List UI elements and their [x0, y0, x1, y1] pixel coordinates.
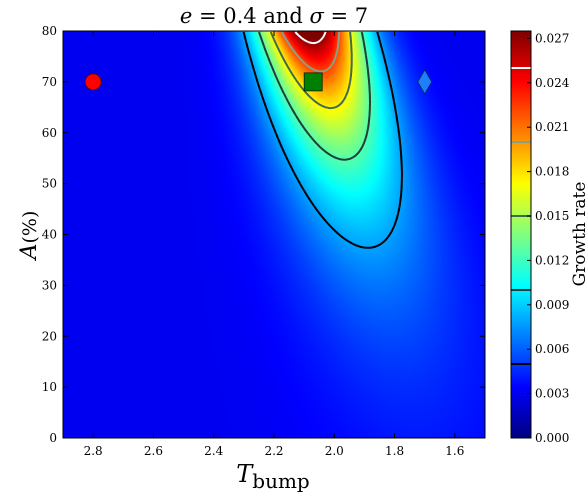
- contour-line: [258, 31, 371, 161]
- marker-diamond: [417, 69, 433, 95]
- title-e-symbol: e: [180, 4, 192, 28]
- colorbar-ticks: 0.000 0.003 0.006 0.009 0.012 0.015 0.018 0.021…: [527, 31, 570, 445]
- title-eq2: = 7: [324, 4, 368, 28]
- y-tick-label: 50: [42, 177, 57, 191]
- x-tick-label: 2.8: [84, 444, 103, 458]
- contour-line: [294, 31, 327, 45]
- x-axis: 2.8 2.6 2.4 2.2 2.0 1.8 1.6: [84, 31, 464, 458]
- colorbar-tick-label: 0.021: [535, 120, 569, 134]
- x-tick-label: 2.6: [144, 444, 163, 458]
- y-tick-label: 60: [42, 126, 57, 140]
- title-eq1: = 0.4 and: [192, 4, 309, 28]
- y-axis: 0 10 20 30 40 50 60 70 80: [42, 24, 485, 445]
- y-tick-label: 40: [42, 228, 57, 242]
- contour-layer: [242, 31, 403, 249]
- colorbar-tick-label: 0.006: [535, 342, 569, 356]
- y-tick-label: 20: [42, 329, 57, 343]
- x-tick-label: 2.4: [204, 444, 223, 458]
- marker-square: [303, 72, 323, 92]
- plot-area: [63, 31, 485, 438]
- colorbar-frame: [510, 30, 532, 439]
- chart-title: e = 0.4 and σ = 7: [180, 4, 368, 28]
- x-tick-label: 1.8: [385, 444, 404, 458]
- x-axis-label-main: T: [236, 460, 254, 488]
- colorbar-label: Growth rate: [570, 182, 588, 287]
- colorbar-tick-label: 0.024: [535, 76, 570, 90]
- x-tick-label: 2.0: [325, 444, 344, 458]
- colorbar-tick-label: 0.027: [535, 31, 569, 45]
- y-axis-label: A(%): [17, 211, 42, 262]
- heatmap-image: [63, 31, 485, 438]
- y-tick-label: 80: [42, 24, 57, 38]
- x-axis-label-sub: bump: [252, 469, 309, 493]
- contour-line: [280, 31, 340, 73]
- title-sigma-symbol: σ: [309, 4, 324, 28]
- y-tick-label: 70: [42, 75, 57, 89]
- y-axis-label-main: A: [17, 244, 42, 262]
- colorbar-tick-label: 0.015: [535, 209, 569, 223]
- x-axis-label: Tbump: [236, 460, 309, 493]
- colorbar-tick-label: 0.000: [535, 431, 569, 445]
- colorbar-gradient: [511, 31, 531, 438]
- marker-circle: [84, 73, 102, 91]
- y-axis-label-unit: (%): [19, 211, 41, 244]
- x-tick-label: 2.2: [264, 444, 283, 458]
- y-tick-label: 10: [42, 380, 57, 394]
- markers-layer: [84, 69, 433, 95]
- colorbar-tick-label: 0.018: [535, 165, 569, 179]
- x-tick-label: 1.6: [445, 444, 464, 458]
- colorbar-tick-label: 0.012: [535, 253, 569, 267]
- y-tick-label: 30: [42, 278, 57, 292]
- colorbar: 0.000 0.003 0.006 0.009 0.012 0.015 0.018 0.021…: [510, 30, 588, 445]
- colorbar-tick-label: 0.009: [535, 298, 569, 312]
- y-tick-label: 0: [49, 431, 57, 445]
- contour-line: [242, 31, 403, 249]
- colorbar-tick-label: 0.003: [535, 387, 569, 401]
- contour-line: [269, 31, 353, 110]
